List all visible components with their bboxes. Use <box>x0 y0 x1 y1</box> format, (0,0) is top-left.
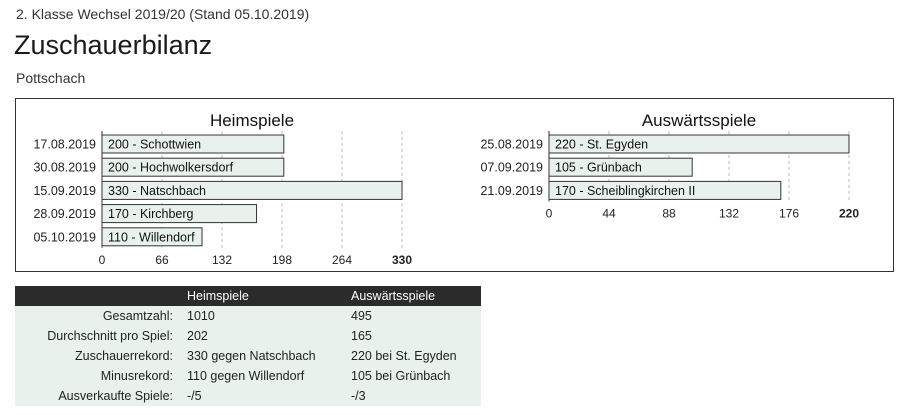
stats-home-value: 1010 <box>183 306 347 326</box>
stats-home-value: 110 gegen Willendorf <box>183 366 347 386</box>
stats-home-value: 202 <box>183 326 347 346</box>
bar <box>101 134 285 154</box>
stats-table: Heimspiele Auswärtsspiele Gesamtzahl: 10… <box>15 286 481 406</box>
chart-title: Auswärtsspiele <box>642 111 756 130</box>
bar-label: 200 - Hochwolkersdorf <box>108 161 234 175</box>
stats-away-value: -/3 <box>347 386 481 406</box>
category-label: 17.08.2019 <box>33 138 96 152</box>
stats-header-home: Heimspiele <box>183 286 347 306</box>
stats-row: Zuschauerrekord: 330 gegen Natschbach 22… <box>15 346 481 366</box>
chart-container: Heimspiele 0 66 132 198 264 330 17.08.2019 200 -… <box>15 98 894 272</box>
category-label: 15.09.2019 <box>33 184 96 198</box>
x-tick-label: 0 <box>99 253 106 267</box>
bar-label: 220 - St. Egyden <box>555 138 648 152</box>
category-label: 21.09.2019 <box>480 184 543 198</box>
x-tick-label: 264 <box>332 253 352 267</box>
bar-label: 105 - Grünbach <box>555 161 642 175</box>
stats-label: Gesamtzahl: <box>15 306 183 326</box>
bar <box>101 180 403 200</box>
bar-label: 170 - Kirchberg <box>108 207 194 221</box>
bar-label: 330 - Natschbach <box>108 184 206 198</box>
x-tick-label: 44 <box>602 206 616 220</box>
bar-label: 200 - Schottwien <box>108 138 201 152</box>
category-label: 07.09.2019 <box>480 161 543 175</box>
stats-header-empty <box>15 286 183 306</box>
stats-away-value: 220 bei St. Egyden <box>347 346 481 366</box>
chart-title: Heimspiele <box>210 111 294 130</box>
stats-row: Gesamtzahl: 1010 495 <box>15 306 481 326</box>
stats-away-value: 165 <box>347 326 481 346</box>
stats-label: Durchschnitt pro Spiel: <box>15 326 183 346</box>
category-label: 25.08.2019 <box>480 138 543 152</box>
x-tick-label: 176 <box>779 206 799 220</box>
stats-row: Ausverkaufte Spiele: -/5 -/3 <box>15 386 481 406</box>
stats-home-value: -/5 <box>183 386 347 406</box>
charts-svg: Heimspiele 0 66 132 198 264 330 17.08.2019 200 -… <box>33 111 859 267</box>
bar <box>548 157 693 177</box>
x-tick-label: 66 <box>155 253 169 267</box>
stats-away-value: 105 bei Grünbach <box>347 366 481 386</box>
stats-header-away: Auswärtsspiele <box>347 286 481 306</box>
x-tick-label: 132 <box>212 253 232 267</box>
page-title: Zuschauerbilanz <box>14 30 213 60</box>
category-label: 28.09.2019 <box>33 207 96 221</box>
bar-label: 170 - Scheiblingkirchen II <box>555 184 695 198</box>
team-name: Pottschach <box>16 70 86 86</box>
category-label: 30.08.2019 <box>33 161 96 175</box>
x-tick-label: 330 <box>392 253 412 267</box>
bar <box>101 227 203 247</box>
stats-label: Minusrekord: <box>15 366 183 386</box>
stats-row: Durchschnitt pro Spiel: 202 165 <box>15 326 481 346</box>
stats-home-value: 330 gegen Natschbach <box>183 346 347 366</box>
stats-away-value: 495 <box>347 306 481 326</box>
bar <box>101 157 285 177</box>
page-subtitle: 2. Klasse Wechsel 2019/20 (Stand 05.10.2… <box>16 6 310 22</box>
x-tick-label: 0 <box>546 206 553 220</box>
stats-label: Zuschauerrekord: <box>15 346 183 366</box>
x-tick-label: 132 <box>719 206 739 220</box>
x-tick-label: 198 <box>272 253 292 267</box>
bar <box>548 134 850 154</box>
x-tick-label: 220 <box>839 206 859 220</box>
stats-header-row: Heimspiele Auswärtsspiele <box>15 286 481 306</box>
bar-label: 110 - Willendorf <box>108 230 195 244</box>
category-label: 05.10.2019 <box>33 230 96 244</box>
stats-row: Minusrekord: 110 gegen Willendorf 105 be… <box>15 366 481 386</box>
stats-label: Ausverkaufte Spiele: <box>15 386 183 406</box>
x-tick-label: 88 <box>662 206 676 220</box>
bar <box>548 180 782 200</box>
bar <box>101 204 258 224</box>
